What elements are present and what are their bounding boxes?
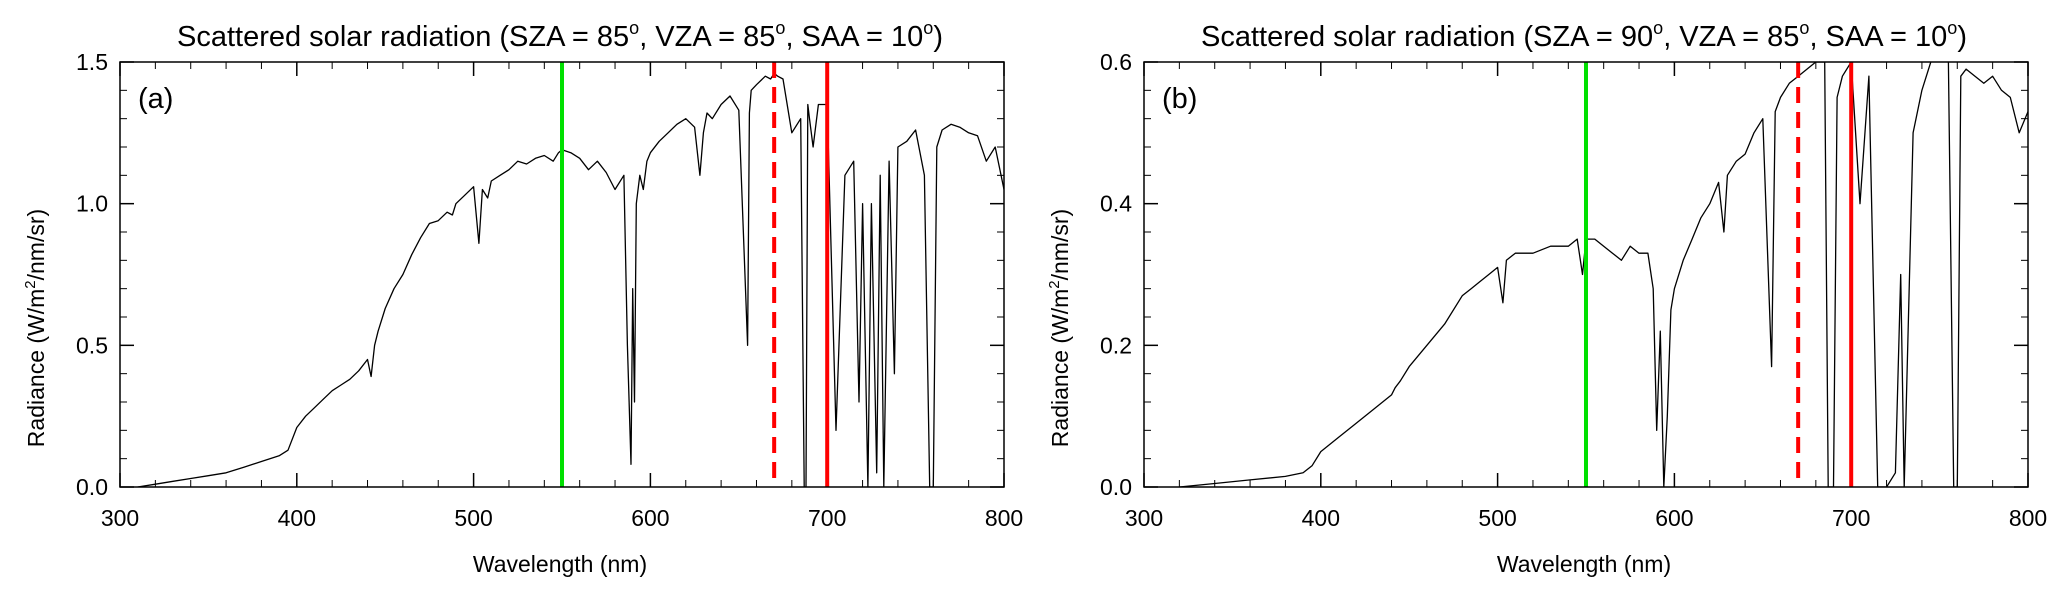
x-axis-label: Wavelength (nm) (473, 551, 647, 577)
y-tick-label: 0.2 (1100, 332, 1132, 358)
chart-title: Scattered solar radiation (SZA = 85o, VZ… (177, 18, 943, 53)
x-tick-label: 800 (985, 505, 1023, 531)
x-tick-label: 400 (1302, 505, 1340, 531)
panel-label: (a) (138, 83, 173, 115)
plot-frame (1143, 61, 2029, 488)
x-tick-label: 800 (2009, 505, 2047, 531)
x-tick-label: 700 (808, 505, 846, 531)
x-tick-label: 600 (631, 505, 669, 531)
y-axis-label: Radiance (W/m2/nm/sr) (22, 209, 49, 447)
x-tick-label: 700 (1832, 505, 1870, 531)
x-tick-label: 500 (1478, 505, 1516, 531)
x-tick-label: 400 (278, 505, 316, 531)
y-tick-label: 1.0 (76, 191, 108, 217)
x-tick-label: 600 (1655, 505, 1693, 531)
x-tick-label: 300 (101, 505, 139, 531)
y-tick-label: 0.6 (1100, 49, 1132, 75)
y-tick-label: 0.5 (76, 332, 108, 358)
y-tick-label: 0.0 (1100, 474, 1132, 500)
chart-title: Scattered solar radiation (SZA = 90o, VZ… (1201, 18, 1967, 53)
y-tick-label: 1.5 (76, 49, 108, 75)
radiance-series-line (1179, 62, 2028, 487)
y-tick-label: 0.4 (1100, 191, 1132, 217)
y-tick-label: 0.0 (76, 474, 108, 500)
chart-panel-b: Scattered solar radiation (SZA = 90o, VZ… (1046, 18, 2047, 577)
radiance-series-line (137, 72, 1004, 487)
x-tick-label: 500 (454, 505, 492, 531)
plot-frame (119, 61, 1005, 488)
x-tick-label: 300 (1125, 505, 1163, 531)
chart-panel-a: Scattered solar radiation (SZA = 85o, VZ… (22, 18, 1023, 577)
y-axis-label: Radiance (W/m2/nm/sr) (1046, 209, 1073, 447)
panel-label: (b) (1162, 83, 1197, 115)
x-axis-label: Wavelength (nm) (1497, 551, 1671, 577)
